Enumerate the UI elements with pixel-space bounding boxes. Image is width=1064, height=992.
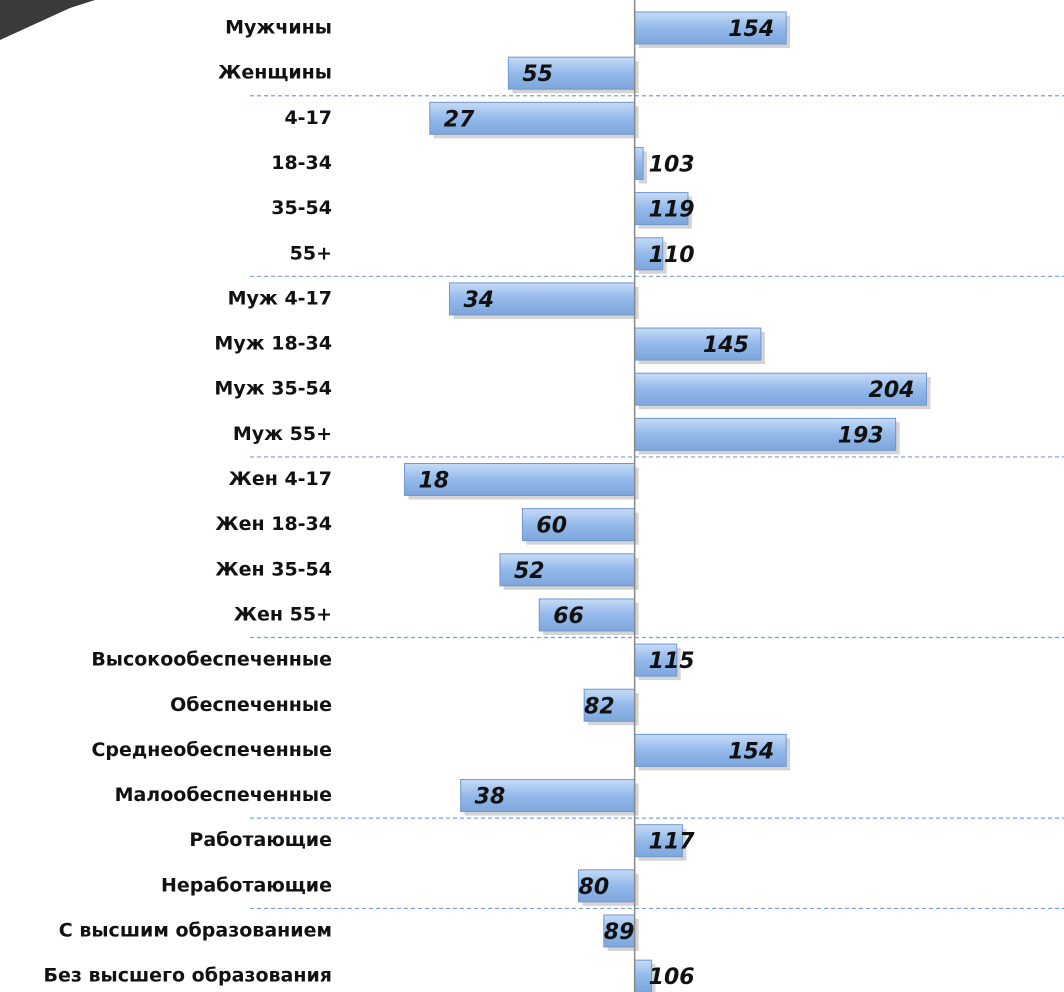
bar	[603, 914, 636, 948]
category-label: Жен 4-17	[229, 468, 332, 490]
value-label: 145	[703, 333, 749, 358]
bar	[634, 237, 664, 271]
bar	[634, 733, 787, 767]
bar	[634, 417, 897, 451]
value-label: 18	[419, 469, 450, 494]
bar	[634, 643, 678, 677]
value-label: 66	[553, 604, 584, 629]
category-label: 4-17	[284, 107, 332, 129]
corner-decoration	[0, 0, 95, 40]
bar	[634, 192, 689, 226]
category-label: Среднеобеспеченные	[91, 739, 332, 761]
value-label: 55	[522, 62, 553, 87]
category-label: Муж 35-54	[214, 378, 332, 400]
value-label: 82	[584, 694, 615, 719]
value-label: 38	[475, 785, 506, 810]
value-label: 119	[649, 198, 695, 223]
value-label: 154	[728, 739, 774, 764]
category-label: Без высшего образования	[44, 965, 332, 987]
value-label: 204	[869, 378, 915, 403]
category-label: С высшим образованием	[59, 920, 332, 942]
category-label: 55+	[290, 242, 332, 264]
category-label: 35-54	[271, 197, 332, 219]
category-label: Неработающие	[161, 874, 332, 896]
value-label: 27	[444, 107, 475, 132]
category-label: Женщины	[218, 62, 332, 84]
category-label: Работающие	[189, 829, 332, 851]
value-label: 52	[514, 559, 545, 584]
category-label: Муж 4-17	[228, 287, 332, 309]
bar	[634, 824, 683, 858]
category-label: Высокообеспеченные	[91, 649, 332, 671]
value-label: 80	[579, 875, 610, 900]
bar	[460, 779, 636, 813]
bar	[634, 327, 762, 361]
bar	[429, 101, 636, 135]
bar	[507, 56, 636, 90]
value-label: 117	[649, 830, 696, 855]
bar	[499, 553, 636, 587]
value-label: 89	[604, 920, 635, 945]
category-label: Жен 55+	[234, 603, 332, 625]
value-label: 106	[649, 965, 695, 990]
bar	[634, 372, 927, 406]
value-label: 154	[728, 17, 774, 42]
category-label: Обеспеченные	[170, 694, 332, 716]
value-label: 110	[649, 243, 695, 268]
value-label: 103	[649, 152, 695, 177]
bar	[634, 146, 644, 180]
value-label: 34	[463, 288, 494, 313]
category-label: Муж 55+	[233, 423, 332, 445]
category-label: Малообеспеченные	[115, 784, 332, 806]
value-label: 115	[649, 649, 695, 674]
category-label: Муж 18-34	[214, 333, 332, 355]
category-label: Мужчины	[225, 17, 332, 39]
category-label: Жен 18-34	[215, 513, 332, 535]
category-label: Жен 35-54	[215, 558, 332, 580]
bar	[578, 869, 636, 903]
value-label: 60	[536, 514, 567, 539]
value-label: 193	[838, 423, 884, 448]
category-label: 18-34	[271, 152, 332, 174]
bar	[538, 598, 636, 632]
